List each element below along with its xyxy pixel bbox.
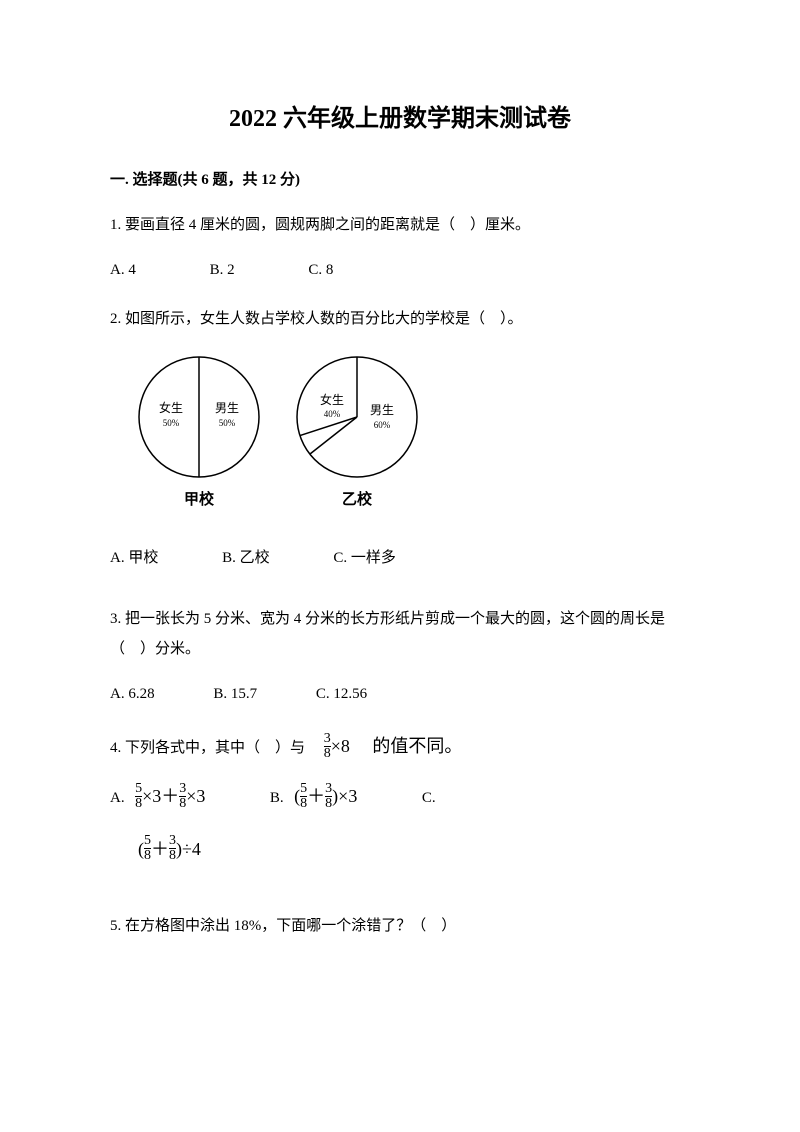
page-title: 2022 六年级上册数学期末测试卷	[110, 100, 690, 138]
q4-b-plus: ＋	[307, 786, 325, 806]
q4-a-f1-den: 8	[135, 796, 142, 811]
q4-a-tail: ×3	[186, 786, 205, 806]
q4-mid: ×8 的值不同。	[331, 736, 463, 756]
q5-text: 5. 在方格图中涂出 18%，下面哪一个涂错了？（ ）	[110, 911, 690, 941]
yi-female-label: 女生	[320, 392, 344, 407]
jia-female-label: 女生	[159, 400, 183, 415]
q4-text: 4. 下列各式中，其中（ ）与 3 8 ×8 的值不同。	[110, 728, 690, 764]
q3-opt-b: B. 15.7	[213, 682, 257, 706]
q4-pre: 4. 下列各式中，其中（ ）与	[110, 740, 320, 756]
q4-opt-c-letter: C.	[422, 790, 436, 806]
q1-text: 1. 要画直径 4 厘米的圆，圆规两脚之间的距离就是（ ）厘米。	[110, 210, 690, 240]
q3-options: A. 6.28 B. 15.7 C. 12.56	[110, 682, 690, 706]
q4-b-f1-num: 5	[300, 782, 307, 796]
q4-b-close: )×3	[332, 786, 357, 806]
q3-opt-c: C. 12.56	[316, 682, 367, 706]
q4-c-f1-num: 5	[144, 834, 151, 848]
q4-opt-a-letter: A.	[110, 790, 125, 806]
pie-chart-jia: 女生 50% 男生 50%	[134, 352, 264, 482]
q4-a-mid: ×3＋	[142, 786, 179, 806]
q4-c-f1: 58	[144, 834, 151, 863]
q4-b-f2-den: 8	[325, 796, 332, 811]
q4-c-f2: 38	[169, 834, 176, 863]
yi-male-pct: 60%	[374, 420, 391, 430]
q2-text: 2. 如图所示，女生人数占学校人数的百分比大的学校是（ ）。	[110, 304, 690, 334]
q4-a-f2-den: 8	[179, 796, 186, 811]
yi-male-label: 男生	[370, 403, 394, 417]
q1-options: A. 4 B. 2 C. 8	[110, 258, 690, 282]
q1-opt-a: A. 4	[110, 258, 136, 282]
q4-options-row-1: A. 58×3＋38×3 B. (58＋38)×3 C.	[110, 782, 690, 812]
pie-chart-yi: 女生 40% 男生 60%	[292, 352, 422, 482]
q4-a-f2: 38	[179, 782, 186, 811]
q2-charts: 女生 50% 男生 50% 甲校 女生 40% 男生 60% 乙校	[134, 352, 690, 512]
q4-a-f2-num: 3	[179, 782, 186, 796]
q3-text: 3. 把一张长为 5 分米、宽为 4 分米的长方形纸片剪成一个最大的圆，这个圆的…	[110, 604, 690, 664]
jia-male-pct: 50%	[219, 418, 236, 428]
q4-c-f1-den: 8	[144, 848, 151, 863]
q2-options: A. 甲校 B. 乙校 C. 一样多	[110, 546, 690, 570]
q2-opt-c: C. 一样多	[333, 546, 396, 570]
yi-female-pct: 40%	[324, 409, 341, 419]
q4-opt-b-letter: B.	[270, 790, 284, 806]
q4-opt-a: A. 58×3＋38×3	[110, 782, 205, 812]
section-1-heading: 一. 选择题(共 6 题，共 12 分)	[110, 168, 690, 192]
q2-opt-b: B. 乙校	[222, 546, 270, 570]
q4-b-f1-den: 8	[300, 796, 307, 811]
chart-jia-label: 甲校	[184, 488, 214, 512]
q4-c-plus: ＋	[151, 839, 169, 859]
q4-c-f2-den: 8	[169, 848, 176, 863]
q4-opt-c-letter-only: C.	[422, 782, 442, 811]
q1-opt-b: B. 2	[210, 258, 235, 282]
q4-a-f1: 58	[135, 782, 142, 811]
q1-opt-c: C. 8	[308, 258, 333, 282]
jia-female-pct: 50%	[163, 418, 180, 428]
q2-opt-a: A. 甲校	[110, 546, 158, 570]
q4-a-f1-num: 5	[135, 782, 142, 796]
q4-main-fraction: 3 8	[324, 732, 331, 761]
chart-yi-label: 乙校	[342, 488, 372, 512]
q4-opt-b: B. (58＋38)×3	[270, 782, 357, 812]
chart-jia: 女生 50% 男生 50% 甲校	[134, 352, 264, 512]
q4-b-f2: 38	[325, 782, 332, 811]
q4-main-num: 3	[324, 732, 331, 746]
q4-b-f1: 58	[300, 782, 307, 811]
q4-c-f2-num: 3	[169, 834, 176, 848]
q4-opt-c-expr: (58＋38)÷4	[138, 835, 690, 865]
chart-yi: 女生 40% 男生 60% 乙校	[292, 352, 422, 512]
q4-main-den: 8	[324, 746, 331, 761]
q4-c-close: )÷4	[176, 839, 201, 859]
q4-b-f2-num: 3	[325, 782, 332, 796]
jia-male-label: 男生	[215, 401, 239, 415]
q3-opt-a: A. 6.28	[110, 682, 155, 706]
